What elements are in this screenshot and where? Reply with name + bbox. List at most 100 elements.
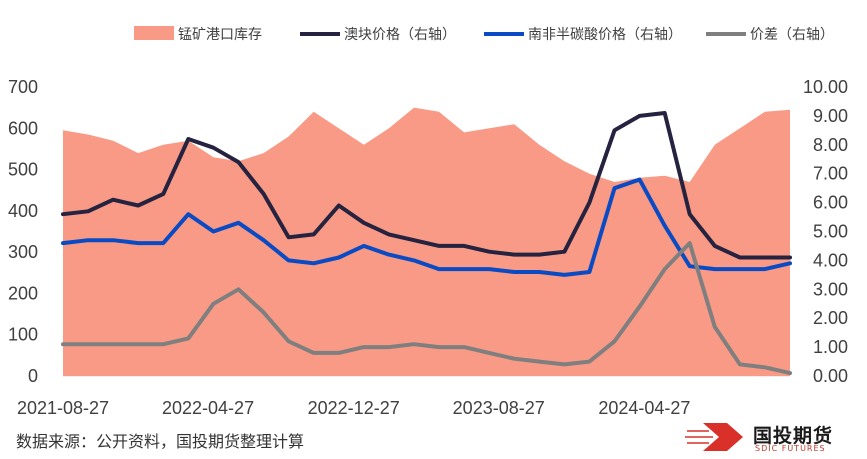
- left-tick-label: 400: [8, 201, 38, 221]
- data-point: [112, 343, 114, 345]
- data-point: [413, 343, 415, 345]
- right-tick-label: 5.00: [813, 222, 848, 242]
- data-point: [62, 213, 64, 215]
- logo-name: 国投期货: [753, 425, 834, 447]
- data-point: [438, 346, 440, 348]
- data-point: [689, 242, 691, 244]
- right-tick-label: 4.00: [813, 250, 848, 270]
- data-point: [664, 112, 666, 114]
- data-point: [764, 268, 766, 270]
- data-point: [187, 337, 189, 339]
- legend-label: 锰矿港口库存: [178, 27, 262, 43]
- data-point: [388, 233, 390, 235]
- data-point: [739, 363, 741, 365]
- right-tick-label: 8.00: [813, 135, 848, 155]
- data-point: [588, 202, 590, 204]
- data-point: [588, 361, 590, 363]
- data-point: [789, 257, 791, 258]
- left-tick-label: 0: [28, 366, 38, 386]
- right-tick-label: 9.00: [813, 106, 848, 126]
- data-point: [538, 361, 540, 363]
- data-point: [639, 179, 641, 180]
- data-point: [488, 352, 490, 354]
- data-point: [538, 254, 540, 256]
- right-tick-label: 6.00: [813, 193, 848, 213]
- data-point: [789, 262, 791, 264]
- data-point: [388, 346, 390, 348]
- data-point: [764, 257, 766, 258]
- right-tick-label: 0.00: [813, 366, 848, 386]
- data-point: [714, 326, 716, 328]
- data-point: [413, 259, 415, 261]
- data-point: [463, 346, 465, 348]
- data-point: [739, 268, 741, 270]
- data-point: [388, 254, 390, 256]
- data-point: [563, 363, 565, 365]
- data-point: [614, 187, 615, 189]
- data-point: [463, 268, 465, 270]
- line-series-2: [61, 241, 792, 376]
- line-series-1: [61, 177, 792, 277]
- right-tick-label: 2.00: [813, 308, 848, 328]
- legend-label: 澳块价格（右轴）: [344, 27, 456, 43]
- data-point: [112, 239, 114, 241]
- line-series-0: [61, 111, 792, 260]
- data-point: [689, 265, 691, 267]
- plot-area: [61, 107, 792, 376]
- data-point: [714, 268, 716, 270]
- data-point: [338, 257, 340, 258]
- data-point: [238, 161, 239, 163]
- left-tick-label: 300: [8, 242, 38, 262]
- left-tick-label: 600: [8, 118, 38, 138]
- data-point: [513, 358, 515, 360]
- data-point: [463, 245, 465, 247]
- data-point: [62, 242, 64, 244]
- data-point: [563, 274, 565, 276]
- left-tick-label: 200: [8, 283, 38, 303]
- data-point: [62, 343, 64, 345]
- data-point: [363, 346, 365, 348]
- data-point: [689, 213, 691, 215]
- legend: 锰矿港口库存 澳块价格（右轴） 南非半碳酸价格（右轴） 价差（右轴）: [134, 26, 834, 43]
- legend-label: 南非半碳酸价格（右轴）: [528, 27, 682, 43]
- data-point: [87, 239, 89, 241]
- data-point: [488, 268, 490, 270]
- data-point: [187, 213, 189, 215]
- left-axis: 0 100 200 300 400 500 600 700: [8, 77, 38, 386]
- left-tick-label: 700: [8, 77, 38, 97]
- data-point: [488, 251, 490, 253]
- data-point: [363, 222, 365, 224]
- data-point: [764, 366, 766, 368]
- data-point: [789, 372, 791, 374]
- x-tick-label: 2021-08-27: [17, 398, 109, 418]
- data-point: [162, 193, 164, 195]
- x-tick-label: 2023-08-27: [453, 398, 545, 418]
- legend-label: 价差（右轴）: [750, 27, 834, 43]
- data-point: [137, 205, 139, 206]
- data-point: [438, 245, 440, 247]
- data-point: [238, 222, 239, 224]
- logo-subtitle: SDIC FUTURES: [755, 444, 826, 453]
- x-tick-label: 2022-04-27: [162, 398, 254, 418]
- data-point: [588, 271, 590, 273]
- legend-swatch: [134, 26, 174, 40]
- data-point: [162, 242, 164, 244]
- data-point: [263, 193, 265, 195]
- data-point: [413, 239, 415, 241]
- data-point: [664, 225, 666, 227]
- data-point: [639, 306, 641, 308]
- x-axis: 2021-08-27 2022-04-27 2022-12-27 2023-08-27…: [17, 398, 690, 418]
- right-tick-label: 10.00: [803, 77, 848, 97]
- company-logo: 国投期货 SDIC FUTURES: [683, 421, 863, 455]
- data-point: [664, 268, 666, 270]
- data-point: [313, 233, 315, 235]
- data-point: [162, 343, 164, 345]
- data-point: [263, 311, 265, 313]
- left-tick-label: 500: [8, 160, 38, 180]
- data-point: [538, 271, 540, 273]
- data-point: [714, 245, 716, 247]
- logo-mark-icon: [685, 423, 743, 451]
- data-point: [112, 199, 114, 201]
- data-point: [187, 138, 189, 140]
- left-tick-label: 100: [8, 325, 38, 345]
